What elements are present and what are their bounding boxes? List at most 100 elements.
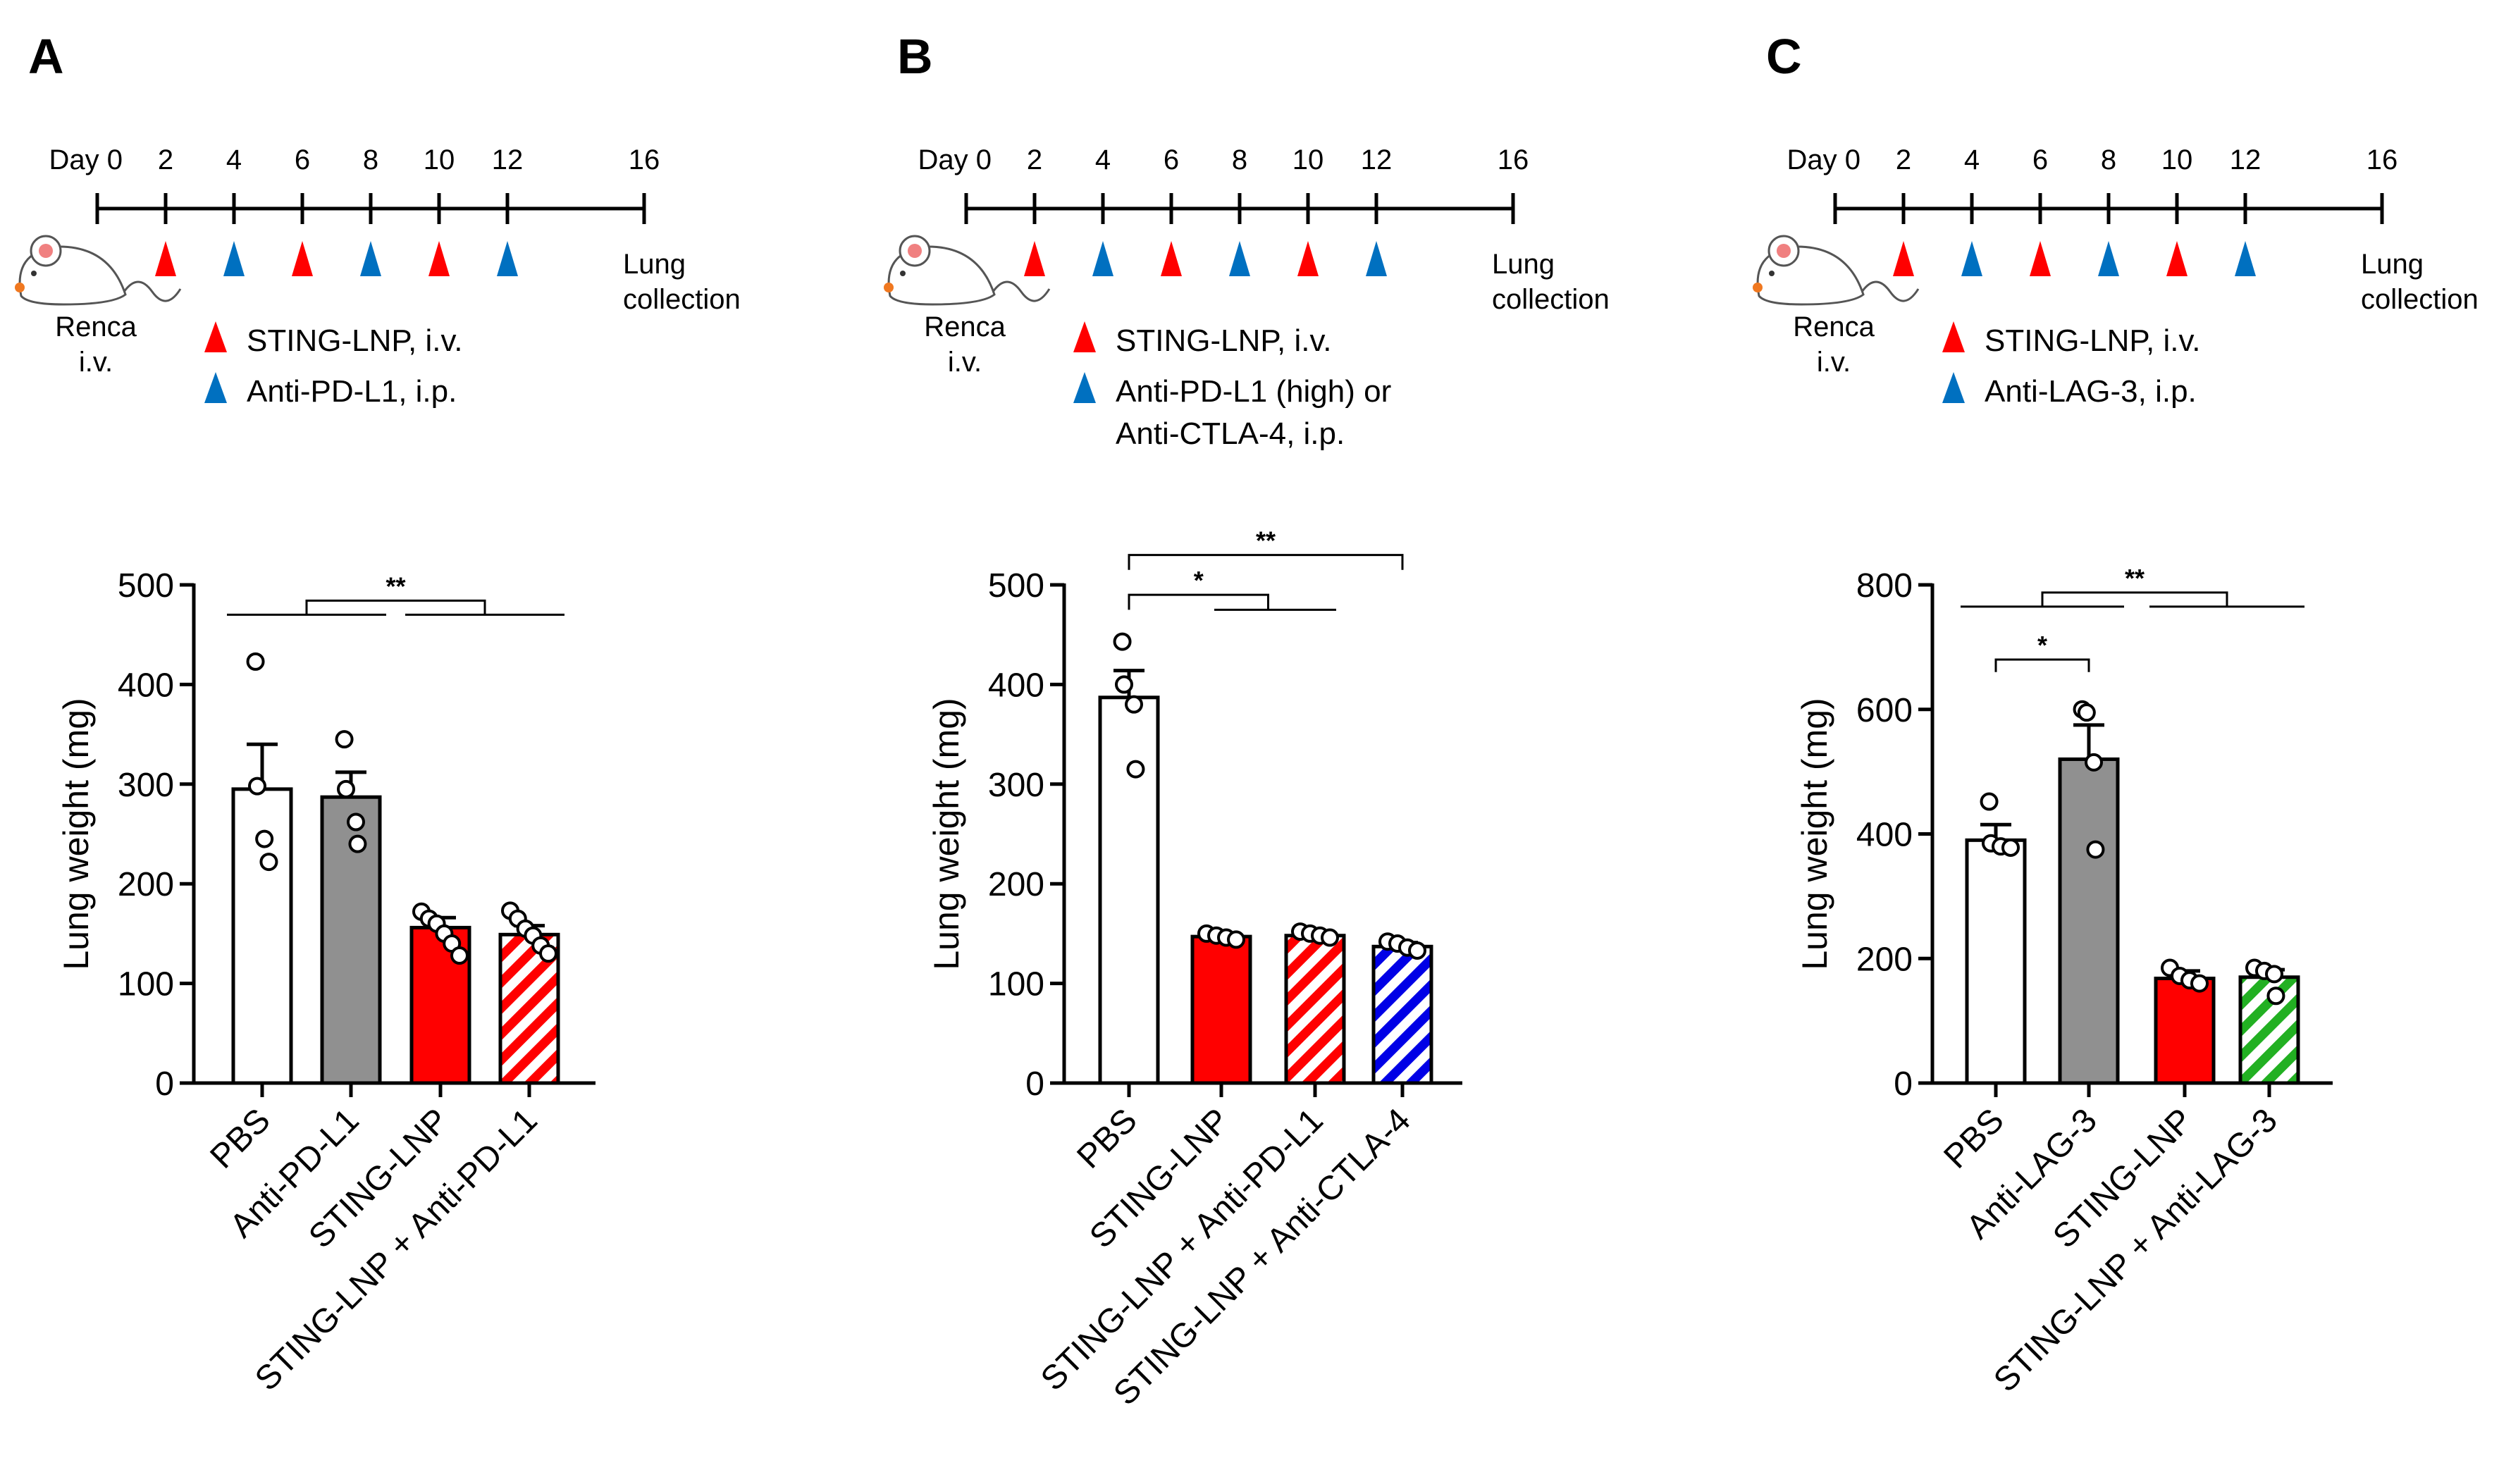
y-tick-label: 0 (1025, 1065, 1044, 1103)
figure-root: A Day 0 2 4 6 8 10 12 16 Lung collection Renca i.v. S… (15, 29, 2479, 1413)
renca-route-label: i.v. (948, 347, 982, 378)
legend-red-triangle-icon (204, 321, 227, 352)
bar (1098, 695, 1160, 1085)
y-tick-label: 100 (118, 966, 174, 1003)
dose-marker-blue-icon (223, 241, 245, 276)
mouse-icon (1753, 235, 1920, 306)
timeline-day-label: 8 (1232, 144, 1247, 175)
legend: STING-LNP, i.v. Anti-PD-L1, i.p. (204, 321, 462, 409)
dose-marker-red-icon (1893, 241, 1914, 276)
significance-label: * (2037, 631, 2047, 660)
legend: STING-LNP, i.v. Anti-PD-L1 (high) or Anti-… (1073, 321, 1391, 451)
mouse-tail (123, 280, 182, 302)
panel-letter: B (897, 29, 933, 84)
timeline-day-label: 12 (1361, 144, 1393, 175)
timeline-day-label: 4 (226, 144, 242, 175)
data-point (246, 652, 265, 671)
dose-marker-blue-icon (1366, 241, 1387, 276)
timeline-day-label: 10 (424, 144, 455, 175)
data-point (539, 944, 557, 963)
legend-blue-triangle-icon (1942, 372, 1965, 403)
data-point (259, 853, 278, 872)
mouse-nose (15, 283, 25, 292)
timeline-day-label: 2 (1896, 144, 1911, 175)
significance-bracket: ** (1128, 526, 1404, 570)
panel-b: B Day 0 2 4 6 8 10 12 16 Lung collection Renca i.v. S… (884, 29, 1610, 451)
timeline-day-label: 6 (1164, 144, 1179, 175)
timeline: Day 0 2 4 6 8 10 12 16 Lung collection Renca i.v. (1753, 144, 2479, 378)
data-point (1115, 675, 1133, 694)
y-tick-label: 400 (1856, 817, 1913, 854)
panel-a: A Day 0 2 4 6 8 10 12 16 Lung collection Renca i.v. S… (15, 29, 741, 409)
timeline-day-label: Day 0 (49, 144, 123, 175)
legend-blue-triangle-icon (1073, 372, 1096, 403)
dose-marker-red-icon (2166, 241, 2188, 276)
y-tick-label: 300 (118, 767, 174, 804)
significance-label: ** (385, 571, 405, 600)
timeline-day-label: 6 (2032, 144, 2048, 175)
y-tick-label: 0 (1894, 1065, 1913, 1103)
legend: STING-LNP, i.v. Anti-LAG-3, i.p. (1942, 321, 2200, 409)
significance-bracket: ** (227, 571, 564, 616)
y-tick-label: 600 (1856, 692, 1913, 729)
dose-marker-blue-icon (2235, 241, 2256, 276)
bracket-line (1128, 593, 1269, 610)
bar (320, 795, 382, 1085)
data-point (1980, 792, 1999, 811)
timeline-day-label: 8 (2101, 144, 2116, 175)
lung-collection-label: collection (2361, 284, 2479, 315)
legend-blue-triangle-icon (204, 372, 227, 403)
data-point (255, 829, 274, 848)
bar (2058, 757, 2120, 1085)
timeline: Day 0 2 4 6 8 10 12 16 Lung collection Renca i.v. (884, 144, 1610, 378)
bar (1190, 934, 1252, 1085)
mouse-ear-inner (39, 244, 53, 258)
data-point (2085, 753, 2103, 772)
y-tick-label: 400 (988, 667, 1044, 704)
bar (2154, 977, 2216, 1085)
significance-label: ** (2125, 564, 2145, 593)
lung-collection-label: Lung (2361, 249, 2424, 280)
data-point (2086, 840, 2105, 859)
data-point (1408, 941, 1426, 960)
legend-red-triangle-icon (1942, 321, 1965, 352)
bracket-line (1994, 658, 2090, 672)
lung-collection-label: Lung (623, 249, 686, 280)
y-tick-label: 800 (1856, 567, 1913, 605)
timeline-day-label: 4 (1095, 144, 1111, 175)
y-tick-label: 100 (988, 966, 1044, 1003)
panel-letter: C (1766, 29, 1802, 84)
bracket-line (1128, 554, 1404, 570)
lung-collection-label: collection (1492, 284, 1610, 315)
data-point (348, 834, 367, 853)
y-tick-label: 200 (118, 866, 174, 903)
y-tick-label: 500 (988, 567, 1044, 605)
category-label: PBS (1937, 1101, 2011, 1175)
legend-label: STING-LNP, i.v. (247, 323, 462, 358)
y-axis-label: Lung weight (mg) (927, 698, 966, 970)
mouse-ear-inner (1777, 244, 1791, 258)
renca-route-label: i.v. (79, 347, 113, 378)
timeline-day-label: 4 (1964, 144, 1980, 175)
data-point (450, 946, 469, 965)
dose-marker-blue-icon (2098, 241, 2119, 276)
mouse-icon (15, 235, 182, 306)
data-point (2190, 974, 2209, 993)
timeline-day-label: 16 (2367, 144, 2398, 175)
dose-marker-blue-icon (1961, 241, 1982, 276)
bracket-line (305, 599, 486, 615)
dose-marker-red-icon (155, 241, 176, 276)
timeline-day-label: Day 0 (918, 144, 992, 175)
panel-c: C Day 0 2 4 6 8 10 12 16 Lung collection Renca i.v. S… (1753, 29, 2479, 409)
timeline-day-label: 12 (492, 144, 524, 175)
data-point (2265, 965, 2283, 984)
lung-collection-label: Lung (1492, 249, 1555, 280)
renca-label: Renca (1793, 311, 1875, 342)
y-tick-label: 0 (155, 1065, 174, 1103)
bar (1371, 944, 1433, 1085)
mouse-icon (884, 235, 1051, 306)
dose-marker-blue-icon (497, 241, 518, 276)
legend-red-triangle-icon (1073, 321, 1096, 352)
